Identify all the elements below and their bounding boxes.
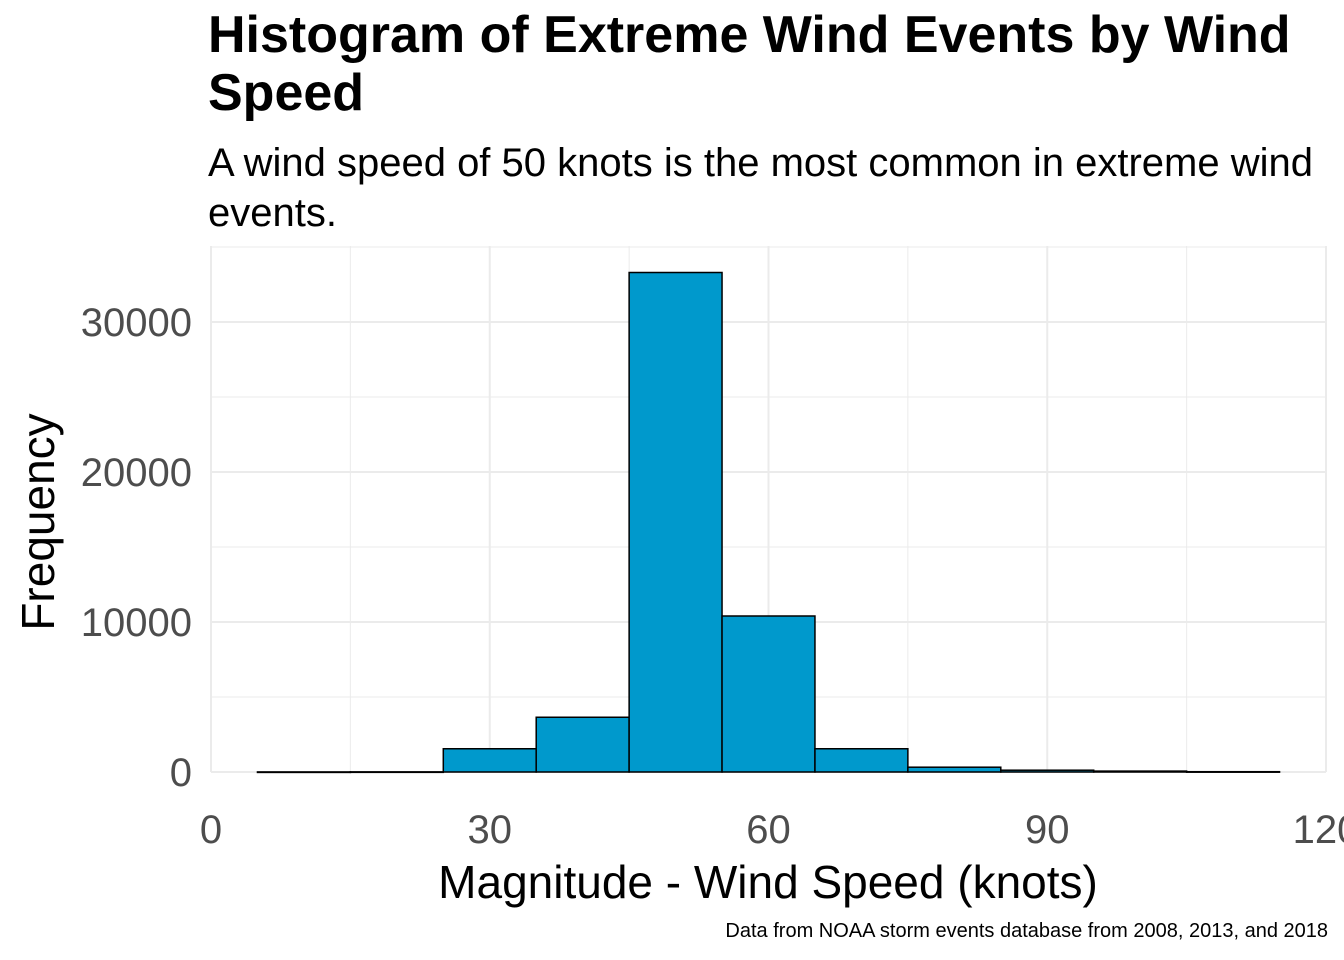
histogram-bar bbox=[535, 716, 630, 773]
histogram-bars bbox=[256, 271, 1281, 774]
x-tick-label: 30 bbox=[468, 808, 513, 852]
x-tick-label: 0 bbox=[200, 808, 222, 852]
y-tick-label: 20000 bbox=[81, 451, 192, 495]
histogram-bar bbox=[442, 748, 537, 773]
histogram-bar bbox=[814, 748, 909, 773]
x-axis-title: Magnitude - Wind Speed (knots) bbox=[438, 856, 1098, 908]
chart-caption: Data from NOAA storm events database fro… bbox=[725, 920, 1328, 942]
histogram-bar bbox=[349, 771, 445, 774]
y-tick-label: 10000 bbox=[81, 601, 192, 645]
histogram-bar bbox=[907, 766, 1002, 773]
y-axis-title: Frequency bbox=[12, 413, 64, 630]
histogram-bar bbox=[1000, 769, 1095, 773]
histogram-bar bbox=[628, 271, 723, 773]
histogram-bar bbox=[721, 615, 816, 773]
x-tick-label: 90 bbox=[1025, 808, 1070, 852]
x-tick-label: 60 bbox=[746, 808, 791, 852]
x-tick-labels: 0 30 60 90 120 bbox=[200, 808, 1344, 852]
x-tick-label: 120 bbox=[1293, 808, 1344, 852]
histogram-bar bbox=[256, 771, 352, 774]
y-tick-label: 30000 bbox=[81, 301, 192, 345]
histogram-bar bbox=[1092, 770, 1188, 773]
chart-subtitle: A wind speed of 50 knots is the most com… bbox=[208, 141, 1313, 235]
histogram-bar bbox=[1185, 770, 1281, 773]
y-tick-label: 0 bbox=[170, 751, 192, 795]
y-tick-labels: 0 10000 20000 30000 bbox=[81, 301, 192, 795]
chart-title: Histogram of Extreme Wind Events by Wind… bbox=[208, 6, 1291, 122]
